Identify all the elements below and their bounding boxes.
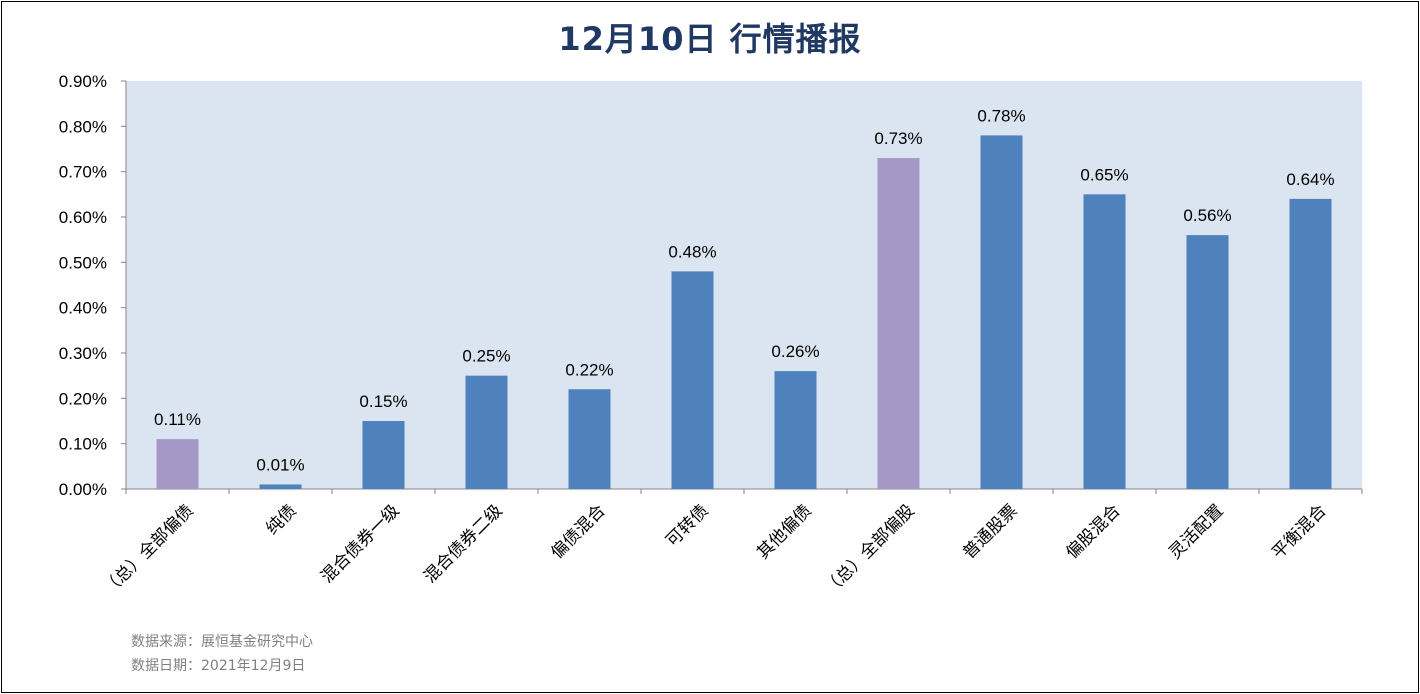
x-tick-label: 可转债	[662, 501, 712, 551]
x-tick-label: （总）全部偏股	[820, 501, 918, 599]
data-label: 0.48%	[668, 242, 716, 261]
x-tick-label: 灵活配置	[1165, 501, 1227, 563]
bar	[877, 158, 920, 490]
data-label: 0.65%	[1080, 165, 1128, 184]
data-label: 0.22%	[565, 360, 613, 379]
bar	[568, 389, 611, 489]
chart-title: 12月10日 行情播报	[558, 20, 862, 58]
y-tick-label: 0.90%	[59, 72, 107, 91]
bar	[980, 135, 1023, 489]
x-tick-label: 混合债券二级	[420, 501, 506, 587]
x-tick-label: 纯债	[262, 501, 300, 539]
plot-area	[126, 81, 1362, 489]
x-axis-labels: （总）全部偏债 纯债 混合债券一级 混合债券二级 偏债混合 可转债 其他偏债 （总）全部偏股普…	[99, 489, 1363, 599]
y-tick-label: 0.40%	[59, 299, 107, 318]
bar	[1186, 235, 1229, 489]
bar	[774, 371, 817, 489]
data-label: 0.25%	[462, 347, 510, 366]
data-label: 0.11%	[154, 410, 201, 429]
data-label: 0.26%	[771, 342, 819, 361]
data-labels: 0.11% 0.01% 0.15% 0.25% 0.22% 0.48% 0.26% 0.73%…	[154, 106, 1335, 474]
data-label: 0.73%	[874, 129, 922, 148]
bar	[362, 421, 405, 489]
y-tick-label: 0.50%	[59, 253, 107, 272]
x-tick-label: 其他偏债	[753, 501, 815, 563]
data-label: 0.01%	[256, 455, 304, 474]
y-tick-label: 0.60%	[59, 208, 107, 227]
y-tick-label: 0.70%	[59, 163, 107, 182]
x-tick-label: 普通股票	[959, 501, 1021, 563]
bar	[259, 484, 302, 489]
y-tick-label: 0.20%	[59, 389, 107, 408]
x-tick-label: 混合债券一级	[317, 501, 403, 587]
bar	[1289, 198, 1332, 489]
source-note: 数据来源：展恒基金研究中心	[131, 634, 313, 650]
bar	[671, 271, 714, 489]
y-tick-label: 0.10%	[59, 435, 107, 454]
bar	[1083, 194, 1126, 490]
notes: 数据来源：展恒基金研究中心 数据日期：2021年12月9日	[131, 630, 313, 678]
x-tick-label: 平衡混合	[1268, 501, 1330, 563]
date-note: 数据日期：2021年12月9日	[131, 658, 306, 674]
x-tick-label: 偏股混合	[1062, 501, 1124, 563]
x-tick-label: 偏债混合	[547, 501, 609, 563]
data-label: 0.78%	[977, 106, 1025, 125]
y-tick-label: 0.00%	[59, 480, 107, 499]
bar	[465, 375, 508, 489]
x-tick-label: （总）全部偏债	[99, 501, 197, 599]
bars	[156, 135, 1332, 490]
data-label: 0.56%	[1183, 206, 1231, 225]
data-label: 0.15%	[359, 392, 407, 411]
y-tick-label: 0.30%	[59, 344, 107, 363]
data-label: 0.64%	[1286, 170, 1334, 189]
y-tick-label: 0.80%	[59, 117, 107, 136]
bar	[156, 439, 199, 489]
